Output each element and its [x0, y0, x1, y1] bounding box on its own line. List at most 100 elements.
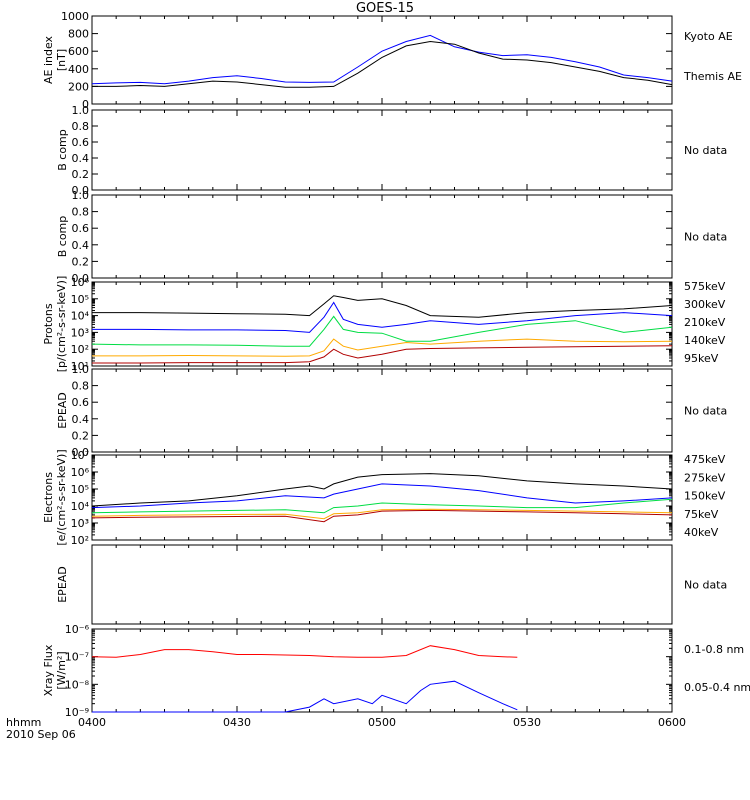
y-axis-label: Xray Flux	[42, 644, 55, 696]
y-tick-label: 0.4	[72, 152, 90, 165]
y-tick-label: 10⁻⁸	[65, 678, 90, 691]
legend-label: 75keV	[684, 508, 719, 521]
series-40kev	[91, 473, 673, 507]
legend-label: 40keV	[684, 526, 719, 539]
legend-label: 275keV	[684, 471, 726, 484]
series-0-05-0-4-nm	[92, 680, 518, 713]
panel-epead1: 0.0 0.2 0.4 0.6 0.8 1.0 EPEAD No data	[56, 363, 727, 459]
series-150kev	[91, 498, 673, 514]
y-tick-label: 10⁴	[71, 500, 90, 513]
plot-title: GOES-15	[356, 1, 414, 16]
panel-bcomp1: 0.0 0.2 0.4 0.6 0.8 1.0B comp No data	[56, 104, 727, 197]
y-tick-label: 400	[68, 63, 89, 76]
y-axis-label: B comp	[56, 129, 69, 171]
y-tick-label: 10³	[71, 517, 89, 530]
x-tick-label: 0400	[78, 716, 106, 729]
panel-ae: 0 200 400 600 800 1000 AE index [nT] Kyoto AE The…	[42, 10, 742, 111]
y-tick-label: 10⁵	[71, 483, 89, 496]
panel-frame	[91, 281, 673, 367]
y-tick-label: 0.6	[72, 396, 90, 409]
y-tick-label: 0	[82, 98, 89, 111]
series-kyoto-ae	[91, 34, 673, 85]
panel-frame	[91, 15, 673, 105]
y-tick-label: 1.0	[72, 104, 90, 117]
y-tick-label: 10²	[71, 343, 89, 356]
y-tick-label: 10⁻⁹	[65, 706, 89, 719]
legend-label: 0.1-0.8 nm	[684, 643, 744, 656]
y-axis-label: Electrons	[42, 472, 55, 523]
y-tick-label: 10⁶	[71, 276, 90, 289]
y-axis-label: B comp	[56, 216, 69, 258]
y-tick-label: 600	[68, 45, 89, 58]
chart-panels: 0 200 400 600 800 1000 AE index [nT] Kyoto AE The…	[42, 10, 750, 729]
footer-hhmm: hhmm	[6, 716, 41, 729]
y-tick-label: 0.0	[72, 184, 90, 197]
y-tick-label: 10⁵	[71, 293, 89, 306]
series-575kev	[92, 345, 673, 364]
y-tick-label: 0.0	[72, 272, 90, 285]
y-tick-label: 0.6	[72, 222, 90, 235]
legend-label: 95keV	[684, 352, 719, 365]
y-axis-unit: [W/m²]	[55, 651, 68, 689]
y-axis-label: Protons	[42, 303, 55, 344]
y-tick-label: 800	[68, 28, 89, 41]
series-300kev	[92, 338, 673, 357]
no-data-note: No data	[684, 405, 727, 418]
series-0-1-0-8-nm	[91, 645, 518, 658]
x-tick-label: 0500	[368, 716, 396, 729]
legend-label: Kyoto AE	[684, 30, 733, 43]
legend-label: Themis AE	[683, 70, 742, 83]
y-axis-label: AE index	[42, 35, 55, 84]
y-tick-label: 10⁷	[71, 449, 89, 462]
y-tick-label: 0.6	[72, 136, 90, 149]
legend-label: 150keV	[684, 490, 726, 503]
series-75kev	[91, 483, 673, 509]
footer-date: 2010 Sep 06	[6, 728, 76, 741]
y-tick-label: 0.4	[72, 239, 90, 252]
y-axis-unit: [nT]	[55, 49, 68, 71]
panel-frame	[91, 109, 673, 191]
panel-frame	[91, 368, 673, 453]
panel-electrons: 10² 10³ 10⁴ 10⁵ 10⁶ 10⁷ Electrons [e/(cm²-s-sr-…	[42, 449, 726, 547]
series-95kev	[92, 295, 673, 318]
no-data-note: No data	[684, 579, 727, 592]
no-data-note: No data	[684, 144, 727, 157]
y-tick-label: 200	[68, 80, 89, 93]
y-tick-label: 1000	[61, 10, 89, 23]
y-tick-label: 0.8	[72, 206, 90, 219]
y-tick-label: 0.2	[72, 429, 90, 442]
y-axis-unit: [e/(cm²-s-sr-keV)]	[55, 449, 68, 545]
series-475kev	[91, 509, 673, 523]
series-140kev	[92, 301, 673, 333]
panel-xray: 10⁻⁹ 10⁻⁸ 10⁻⁷ 10⁻⁶ Xray Flux [W/m²] 0.1-0.8 n…	[42, 623, 750, 719]
y-tick-label: 10⁻⁷	[65, 651, 89, 664]
y-tick-label: 10⁻⁶	[65, 623, 90, 636]
y-tick-label: 10¹	[71, 360, 89, 373]
y-tick-label: 10⁴	[71, 310, 90, 323]
y-tick-label: 0.8	[72, 120, 90, 133]
x-tick-label: 0600	[658, 716, 686, 729]
x-tick-label: 0530	[513, 716, 541, 729]
legend-label: 475keV	[684, 453, 726, 466]
legend-label: 300keV	[684, 298, 726, 311]
y-axis-unit: [p/(cm²-s-sr-keV)]	[55, 276, 68, 373]
y-axis-label: EPEAD	[56, 392, 69, 429]
y-tick-label: 0.0	[72, 446, 90, 459]
legend-label: 140keV	[684, 334, 726, 347]
panel-epead2: EPEAD No data	[56, 544, 727, 625]
y-tick-label: 10⁶	[71, 466, 90, 479]
no-data-note: No data	[684, 231, 727, 244]
y-tick-label: 0.2	[72, 168, 90, 181]
series-themis-ae	[92, 40, 673, 88]
y-tick-label: 0.8	[72, 380, 90, 393]
series-210kev	[91, 315, 673, 347]
y-axis-label: EPEAD	[56, 566, 69, 603]
legend-label: 210keV	[684, 316, 726, 329]
panel-frame	[91, 454, 673, 541]
panel-frame	[91, 544, 673, 625]
y-tick-label: 1.0	[72, 189, 90, 202]
y-tick-label: 10³	[71, 326, 89, 339]
y-tick-label: 1.0	[72, 363, 90, 376]
panel-bcomp2: 0.0 0.2 0.4 0.6 0.8 1.0 B comp No data	[56, 189, 727, 285]
legend-label: 575keV	[684, 280, 726, 293]
